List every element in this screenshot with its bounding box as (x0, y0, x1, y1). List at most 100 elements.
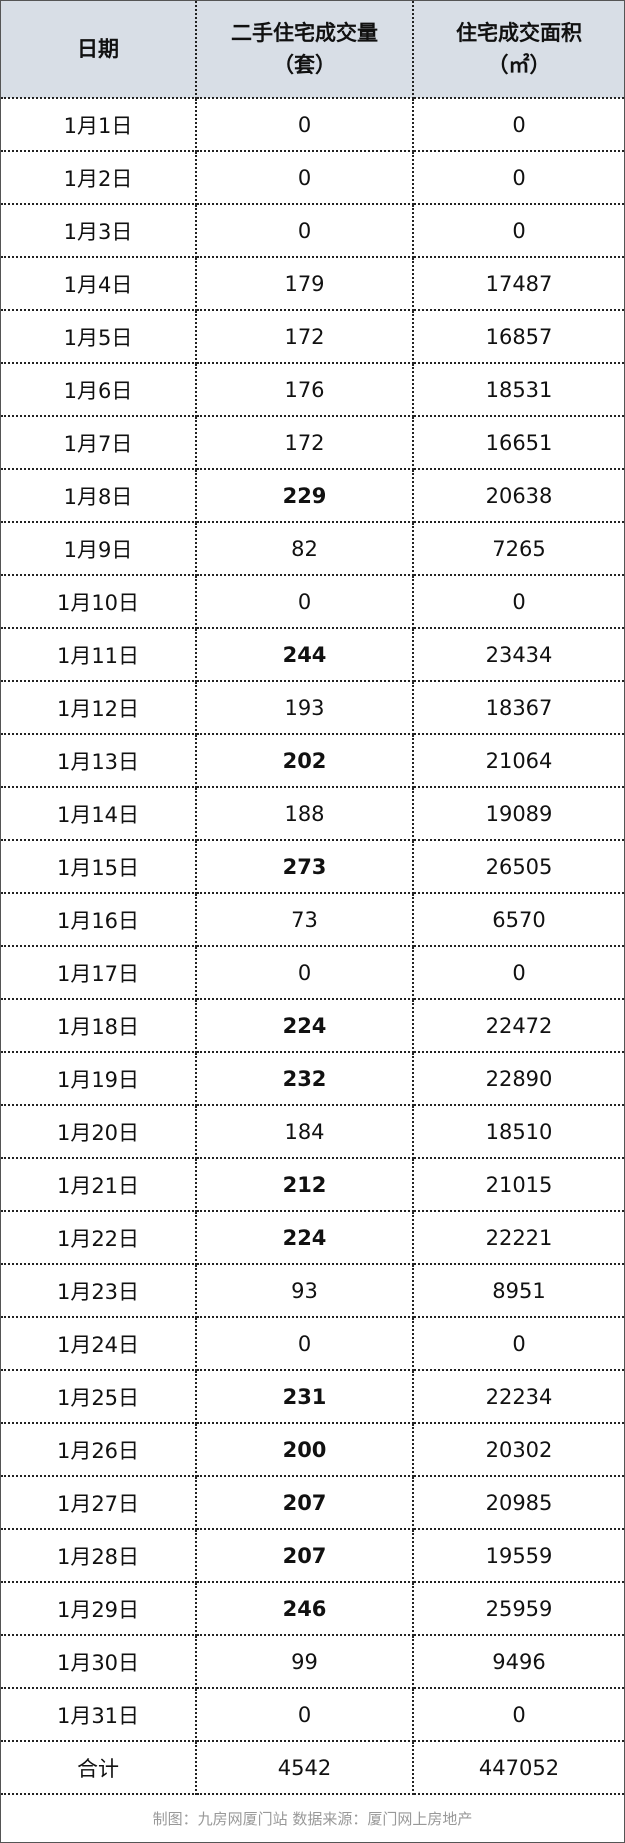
cell-units: 224 (196, 1211, 414, 1265)
cell-units: 229 (196, 469, 414, 523)
table-row: 1月21日 212 21015 (1, 1158, 624, 1212)
table-row: 1月30日 99 9496 (1, 1635, 624, 1689)
cell-units: 244 (196, 628, 414, 682)
table-row: 1月20日 184 18510 (1, 1105, 624, 1159)
cell-date: 1月19日 (1, 1052, 197, 1106)
cell-date: 1月13日 (1, 734, 197, 788)
cell-date: 1月9日 (1, 522, 197, 576)
cell-date: 1月1日 (1, 98, 197, 152)
cell-date: 1月23日 (1, 1264, 197, 1318)
cell-date: 1月11日 (1, 628, 197, 682)
cell-units: 0 (196, 98, 414, 152)
cell-area: 19559 (413, 1529, 624, 1583)
cell-date: 1月14日 (1, 787, 197, 841)
cell-area: 26505 (413, 840, 624, 894)
table-row: 1月7日 172 16651 (1, 416, 624, 470)
cell-date: 1月15日 (1, 840, 197, 894)
cell-date: 1月28日 (1, 1529, 197, 1583)
table-row: 1月22日 224 22221 (1, 1211, 624, 1265)
table-row: 1月12日 193 18367 (1, 681, 624, 735)
table-row: 1月27日 207 20985 (1, 1476, 624, 1530)
table-row: 1月15日 273 26505 (1, 840, 624, 894)
cell-units: 232 (196, 1052, 414, 1106)
table-row: 1月14日 188 19089 (1, 787, 624, 841)
cell-area: 18367 (413, 681, 624, 735)
table-row: 1月19日 232 22890 (1, 1052, 624, 1106)
cell-date: 1月2日 (1, 151, 197, 205)
cell-units: 188 (196, 787, 414, 841)
total-row: 合计 4542 447052 (1, 1741, 624, 1795)
table-row: 1月28日 207 19559 (1, 1529, 624, 1583)
cell-units: 273 (196, 840, 414, 894)
cell-area: 20302 (413, 1423, 624, 1477)
cell-date: 1月21日 (1, 1158, 197, 1212)
cell-units: 0 (196, 946, 414, 1000)
cell-units: 0 (196, 1317, 414, 1371)
cell-date: 1月26日 (1, 1423, 197, 1477)
total-area: 447052 (413, 1741, 624, 1795)
cell-date: 1月4日 (1, 257, 197, 311)
cell-area: 20985 (413, 1476, 624, 1530)
total-units: 4542 (196, 1741, 414, 1795)
table-row: 1月8日 229 20638 (1, 469, 624, 523)
cell-date: 1月17日 (1, 946, 197, 1000)
cell-area: 0 (413, 575, 624, 629)
cell-date: 1月6日 (1, 363, 197, 417)
cell-area: 0 (413, 946, 624, 1000)
cell-units: 212 (196, 1158, 414, 1212)
cell-date: 1月3日 (1, 204, 197, 258)
cell-units: 172 (196, 416, 414, 470)
cell-area: 0 (413, 151, 624, 205)
header-units: 二手住宅成交量 （套） (196, 1, 414, 99)
cell-area: 19089 (413, 787, 624, 841)
cell-area: 25959 (413, 1582, 624, 1636)
table-row: 1月31日 0 0 (1, 1688, 624, 1742)
table-row: 1月16日 73 6570 (1, 893, 624, 947)
cell-date: 1月29日 (1, 1582, 197, 1636)
cell-units: 193 (196, 681, 414, 735)
table-row: 1月17日 0 0 (1, 946, 624, 1000)
cell-area: 21064 (413, 734, 624, 788)
source-footer: 制图：九房网厦门站 数据来源：厦门网上房地产 (152, 1810, 473, 1828)
header-area-line2: （㎡） (487, 53, 551, 77)
cell-units: 93 (196, 1264, 414, 1318)
header-units-line2: （套） (273, 53, 336, 77)
header-area: 住宅成交面积 （㎡） (413, 1, 624, 99)
cell-area: 7265 (413, 522, 624, 576)
transaction-table: 日期 二手住宅成交量 （套） 住宅成交面积 （㎡） 1月1日 0 0 1月2日 0 0 1月3日… (1, 1, 624, 1795)
cell-area: 22221 (413, 1211, 624, 1265)
cell-units: 202 (196, 734, 414, 788)
cell-date: 1月27日 (1, 1476, 197, 1530)
cell-date: 1月12日 (1, 681, 197, 735)
table-row: 1月26日 200 20302 (1, 1423, 624, 1477)
table-row: 1月25日 231 22234 (1, 1370, 624, 1424)
total-label: 合计 (1, 1741, 197, 1795)
cell-area: 16651 (413, 416, 624, 470)
cell-units: 184 (196, 1105, 414, 1159)
cell-units: 179 (196, 257, 414, 311)
cell-area: 9496 (413, 1635, 624, 1689)
table-row: 1月13日 202 21064 (1, 734, 624, 788)
table-row: 1月11日 244 23434 (1, 628, 624, 682)
table-row: 1月6日 176 18531 (1, 363, 624, 417)
cell-date: 1月10日 (1, 575, 197, 629)
table-row: 1月3日 0 0 (1, 204, 624, 258)
table-row: 1月2日 0 0 (1, 151, 624, 205)
cell-units: 200 (196, 1423, 414, 1477)
cell-units: 82 (196, 522, 414, 576)
table-row: 1月10日 0 0 (1, 575, 624, 629)
cell-date: 1月25日 (1, 1370, 197, 1424)
cell-units: 0 (196, 575, 414, 629)
cell-units: 0 (196, 204, 414, 258)
cell-area: 0 (413, 204, 624, 258)
cell-date: 1月7日 (1, 416, 197, 470)
cell-date: 1月22日 (1, 1211, 197, 1265)
table-row: 1月9日 82 7265 (1, 522, 624, 576)
cell-area: 8951 (413, 1264, 624, 1318)
table-row: 1月23日 93 8951 (1, 1264, 624, 1318)
cell-units: 99 (196, 1635, 414, 1689)
table-row: 1月24日 0 0 (1, 1317, 624, 1371)
cell-area: 18510 (413, 1105, 624, 1159)
cell-date: 1月8日 (1, 469, 197, 523)
